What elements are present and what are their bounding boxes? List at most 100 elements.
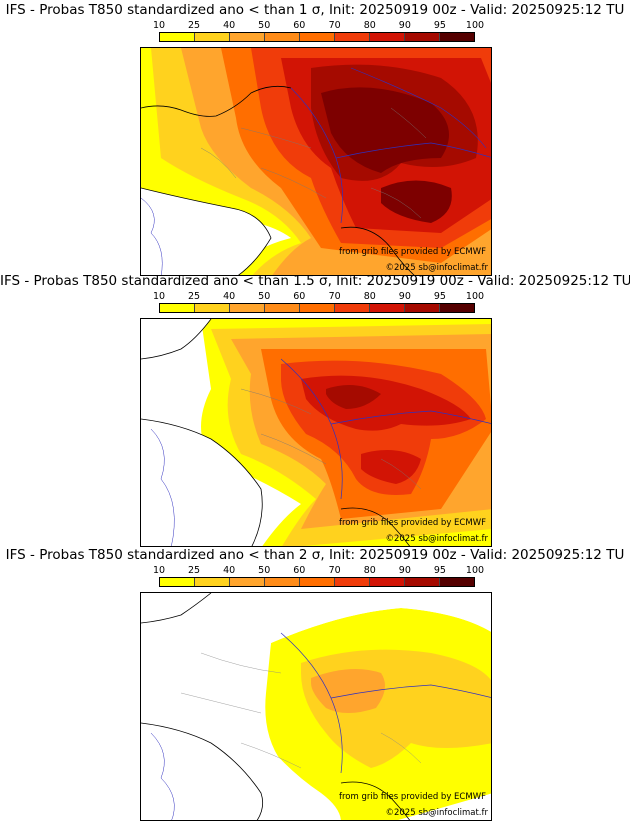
colorbar-tick: 60 [293,20,306,31]
prob-band-40 [311,669,385,713]
colorbar-tick: 25 [188,291,201,302]
colorbar-tick: 50 [258,291,271,302]
credit-copyright: ©2025 sb@infoclimat.fr [385,808,488,818]
colorbar-tick: 40 [223,291,236,302]
colorbar-tick: 70 [328,20,341,31]
colorbar-tick: 25 [188,20,201,31]
colorbar-swatch [335,578,370,586]
coastline [141,418,263,546]
panel-1-5-sigma: IFS - Probas T850 standardized ano < tha… [0,271,630,547]
country-border [290,87,344,224]
colorbar-swatch [370,33,405,41]
colorbar-swatch [265,578,300,586]
colorbar-swatch [195,304,230,312]
colorbar-swatch [265,33,300,41]
country-border [330,410,491,425]
prob-band-90 [326,385,381,409]
colorbar [159,303,475,313]
map-svg [141,319,491,546]
credit-copyright: ©2025 sb@infoclimat.fr [385,263,488,273]
coastline [141,319,212,360]
probability-map: from grib files provided by ECMWF ©2025 … [140,318,492,547]
colorbar-tick: 90 [398,291,411,302]
country-border [330,684,491,699]
colorbar-swatch [405,578,440,586]
region-border [240,388,422,490]
credit-source: from grib files provided by ECMWF [339,518,486,528]
coastline [150,428,175,546]
colorbar-tick: 95 [433,20,446,31]
coastline [340,507,411,546]
coastline [340,781,411,820]
colorbar-swatch [300,578,335,586]
colorbar-swatch [335,33,370,41]
coastline [340,226,415,275]
colorbar-swatch [230,304,265,312]
colorbar-tick: 95 [433,565,446,576]
probability-map: from grib files provided by ECMWF ©2025 … [140,592,492,821]
country-border [280,358,343,500]
colorbar-swatch [440,304,474,312]
coastline [141,187,272,275]
colorbar-swatch [195,33,230,41]
colorbar-swatch [300,304,335,312]
colorbar-swatch [440,33,474,41]
colorbar-tick: 10 [152,291,166,302]
colorbar-swatch [335,304,370,312]
colorbar-swatch [405,304,440,312]
colorbar-tick: 100 [465,291,485,302]
prob-band-95 [321,87,452,223]
colorbar-swatch [370,304,405,312]
country-border [350,67,487,149]
colorbar-tick: 60 [293,565,306,576]
coastline [141,593,212,624]
colorbar-tick: 10 [152,565,166,576]
region-border [200,127,327,199]
coastline [141,85,292,117]
colorbar-swatch [230,578,265,586]
country-border [335,142,491,159]
colorbar-swatch [265,304,300,312]
probability-map: from grib files provided by ECMWF ©2025 … [140,47,492,276]
colorbar-tick: 80 [363,565,376,576]
colorbar-tick: 50 [258,20,271,31]
colorbar-tick: 50 [258,565,271,576]
colorbar-tick: 70 [328,565,341,576]
credit-source: from grib files provided by ECMWF [339,792,486,802]
region-border [370,107,427,219]
colorbar-swatch [405,33,440,41]
colorbar-tick: 90 [398,20,411,31]
colorbar-tick: 80 [363,291,376,302]
coastline [150,732,175,820]
colorbar [159,32,475,42]
sea-area [141,593,491,820]
panel-2-sigma: IFS - Probas T850 standardized ano < tha… [0,545,630,821]
credit-source: from grib files provided by ECMWF [339,247,486,257]
colorbar-tick: 40 [223,565,236,576]
coastline [141,197,163,275]
region-border [180,652,422,769]
colorbar-swatch [370,578,405,586]
map-svg [141,593,491,820]
colorbar-tick: 40 [223,20,236,31]
colorbar-ticks: 10 25 40 50 60 70 80 90 95 100 [153,20,484,32]
credit-copyright: ©2025 sb@infoclimat.fr [385,534,488,544]
colorbar-tick: 100 [465,20,485,31]
colorbar-swatch [160,578,195,586]
panel-title: IFS - Probas T850 standardized ano < tha… [5,2,625,18]
country-border [280,632,343,774]
colorbar-tick: 90 [398,565,411,576]
panel-title: IFS - Probas T850 standardized ano < tha… [5,547,625,563]
colorbar-swatch [195,578,230,586]
coastline [141,722,264,820]
colorbar [159,577,475,587]
colorbar-tick: 80 [363,20,376,31]
colorbar-ticks: 10 25 40 50 60 70 80 90 95 100 [153,291,484,303]
colorbar-swatch [230,33,265,41]
colorbar-tick: 60 [293,291,306,302]
colorbar-swatch [440,578,474,586]
colorbar-swatch [300,33,335,41]
sea-area [141,319,211,359]
sea-area [141,419,263,546]
colorbar-swatch [160,304,195,312]
